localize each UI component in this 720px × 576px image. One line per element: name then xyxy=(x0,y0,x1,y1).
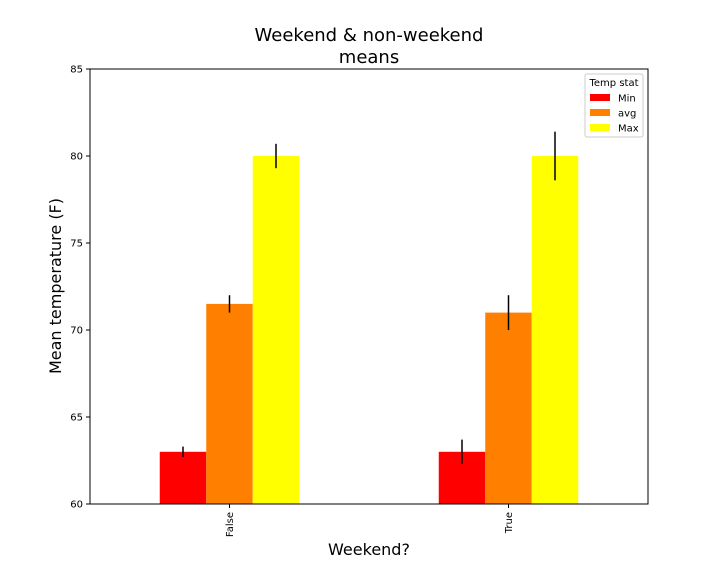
legend-items: Min avg Max xyxy=(590,94,639,135)
bar-avg-true xyxy=(485,312,532,504)
x-axis: False True xyxy=(225,504,515,537)
legend-swatch-min xyxy=(590,94,610,101)
plot-frame xyxy=(89,68,649,505)
y-axis: 60 65 70 75 80 85 xyxy=(70,65,90,511)
legend-swatch-avg xyxy=(590,109,610,116)
y-axis-label: Mean temperature (F) xyxy=(46,198,65,374)
x-tick-label: True xyxy=(504,512,515,534)
bar-max-false xyxy=(252,156,300,504)
legend: Temp stat Min avg Max xyxy=(584,73,644,138)
legend-label-min: Min xyxy=(618,94,636,105)
chart-title-line-1: Weekend & non-weekend xyxy=(255,25,484,46)
bar-max-true xyxy=(531,156,579,504)
y-tick-label: 60 xyxy=(70,500,83,511)
bars-group xyxy=(159,156,579,504)
chart-title-line-2: means xyxy=(339,47,399,68)
legend-title: Temp stat xyxy=(588,78,638,89)
legend-label-avg: avg xyxy=(618,109,636,120)
bar-avg-false xyxy=(206,303,253,504)
legend-label-max: Max xyxy=(618,124,639,135)
y-tick-label: 80 xyxy=(70,152,83,163)
y-tick-label: 70 xyxy=(70,326,83,337)
legend-box xyxy=(584,73,644,138)
x-axis-label: Weekend? xyxy=(328,540,410,559)
y-tick-label: 65 xyxy=(70,413,83,424)
bar-min-false xyxy=(159,451,207,504)
x-tick-label: False xyxy=(225,512,236,537)
legend-swatch-max xyxy=(590,124,610,131)
y-tick-label: 75 xyxy=(70,239,83,250)
error-bars-group xyxy=(182,131,556,464)
y-tick-label: 85 xyxy=(70,65,83,76)
